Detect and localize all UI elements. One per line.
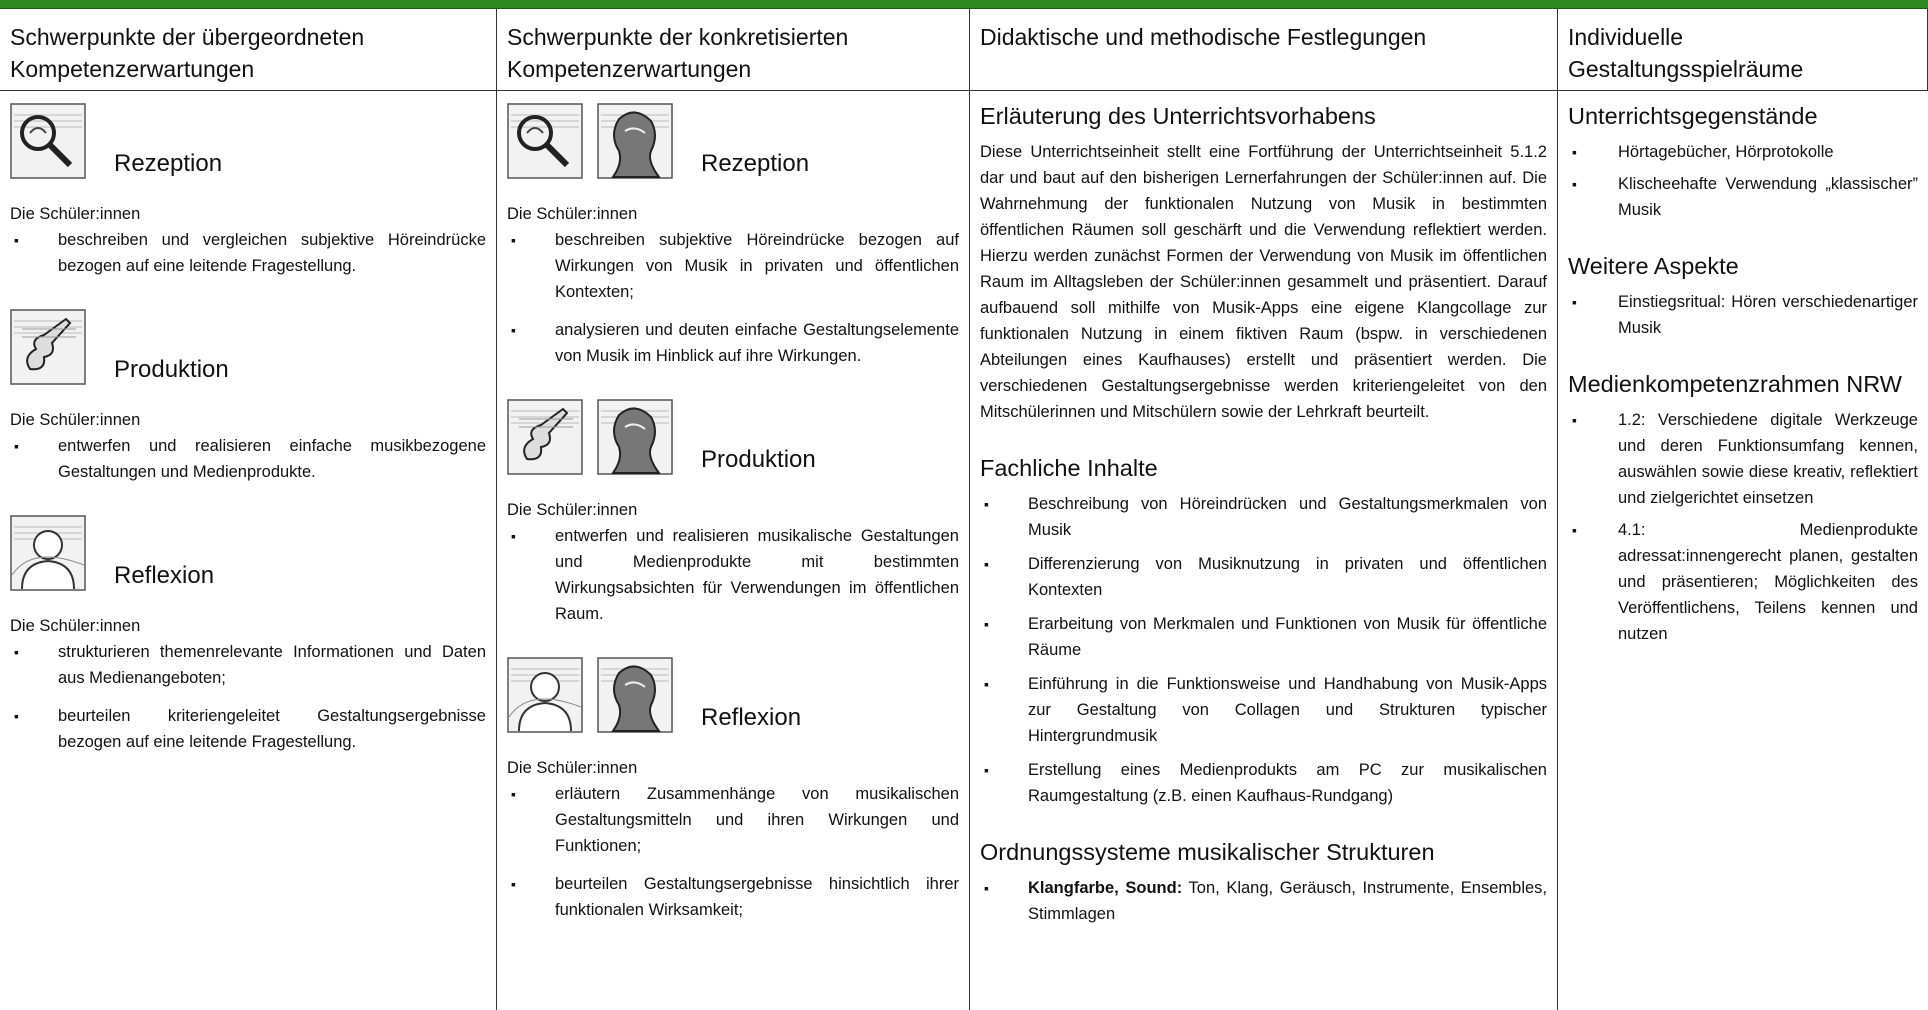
section-title: Produktion — [701, 446, 816, 473]
section-heading: Reflexion — [10, 515, 486, 591]
column-header: Schwerpunkte der konkretisierten Kompete… — [497, 9, 970, 91]
section-title: Ordnungssysteme musikalischer Strukturen — [980, 839, 1435, 865]
bullet-item: analysieren und deuten einfache Gestaltu… — [507, 317, 959, 369]
column-body: Erläuterung des Unterrichtsvorhabens Dies… — [970, 91, 1558, 1010]
section-title: Reflexion — [114, 562, 215, 589]
intro: Die Schüler:innen — [10, 617, 141, 635]
bullet-item: Differenzierung von Musiknutzung in priv… — [980, 551, 1547, 603]
section-title: Produktion — [114, 356, 229, 383]
bullet-item: Einführung in die Funktionsweise und Han… — [980, 671, 1547, 749]
bullet-item: Klangfarbe, Sound: Ton, Klang, Geräusch,… — [980, 875, 1547, 927]
competence-section: Reflexion Die Schüler:innen strukturieren … — [10, 515, 486, 755]
section-heading: Produktion — [507, 399, 959, 475]
section-title: Rezeption — [114, 150, 223, 177]
column-body: Rezeption Die Schüler:innen beschreiben su… — [497, 91, 970, 1010]
icon — [597, 103, 673, 179]
bullet-list: beschreiben subjektive Höreindrücke bezo… — [507, 227, 959, 369]
section-title: Medienkompetenzrahmen NRW — [1568, 371, 1902, 397]
paragraph: Diese Unterrichtseinheit stellt eine For… — [980, 143, 1547, 421]
bullet-item: erläutern Zusammenhänge von musikalische… — [507, 781, 959, 859]
item-label: Klangfarbe, Sound: — [1028, 879, 1183, 897]
bullet-item: 1.2: Verschiedene digitale Werkzeuge und… — [1568, 407, 1918, 511]
bullet-item: 4.1: Medienprodukte adressat:innengerech… — [1568, 517, 1918, 647]
bullet-list: strukturieren themenrelevante Informatio… — [10, 639, 486, 755]
bullet-item: beurteilen Gestaltungsergebnisse hinsich… — [507, 871, 959, 923]
section-heading: Rezeption — [10, 103, 486, 179]
bullet-item: beschreiben subjektive Höreindrücke bezo… — [507, 227, 959, 305]
bullet-list: entwerfen und realisieren einfache musik… — [10, 433, 486, 485]
icon — [507, 103, 583, 179]
competence-section: Rezeption Die Schüler:innen beschreiben un… — [10, 103, 486, 279]
section: Fachliche Inhalte Beschreibung von Hörein… — [980, 455, 1547, 809]
section: Unterrichtsgegenstände Hörtagebücher, Hör… — [1568, 103, 1918, 223]
section-heading: Reflexion — [507, 657, 959, 733]
icon — [597, 399, 673, 475]
bullet-item: strukturieren themenrelevante Informatio… — [10, 639, 486, 691]
bullet-item: entwerfen und realisieren musikalische G… — [507, 523, 959, 627]
icon — [10, 515, 86, 591]
icon — [597, 657, 673, 733]
bullet-list: entwerfen und realisieren musikalische G… — [507, 523, 959, 627]
competence-section: Rezeption Die Schüler:innen beschreiben su… — [507, 103, 959, 369]
intro: Die Schüler:innen — [507, 205, 638, 223]
section: Erläuterung des Unterrichtsvorhabens Dies… — [980, 103, 1547, 425]
header-bar — [0, 0, 1928, 9]
bullet-list: Einstiegsritual: Hören verschiedenartige… — [1568, 289, 1918, 341]
competence-section: Produktion Die Schüler:innen entwerfen und… — [10, 309, 486, 485]
section-title: Unterrichtsgegenstände — [1568, 103, 1818, 129]
bullet-item: Hörtagebücher, Hörprotokolle — [1568, 139, 1918, 165]
intro: Die Schüler:innen — [507, 501, 638, 519]
column-header: Didaktische und methodische Festlegungen — [970, 9, 1558, 91]
bullet-list: beschreiben und vergleichen subjektive H… — [10, 227, 486, 279]
bullet-item: Einstiegsritual: Hören verschiedenartige… — [1568, 289, 1918, 341]
bullet-item: Erstellung eines Medienprodukts am PC zu… — [980, 757, 1547, 809]
section: Ordnungssysteme musikalischer Strukturen… — [980, 839, 1547, 927]
bullet-item: beschreiben und vergleichen subjektive H… — [10, 227, 486, 279]
bullet-list: erläutern Zusammenhänge von musikalische… — [507, 781, 959, 923]
section-heading: Rezeption — [507, 103, 959, 179]
icon — [10, 103, 86, 179]
bullet-list: 1.2: Verschiedene digitale Werkzeuge und… — [1568, 407, 1918, 647]
bullet-item: Erarbeitung von Merkmalen und Funktionen… — [980, 611, 1547, 663]
icon — [507, 657, 583, 733]
icon — [507, 399, 583, 475]
intro: Die Schüler:innen — [10, 411, 141, 429]
intro: Die Schüler:innen — [10, 205, 141, 223]
column-header: Schwerpunkte der übergeordneten Kompeten… — [0, 9, 497, 91]
section-title: Erläuterung des Unterrichtsvorhabens — [980, 103, 1376, 129]
section-heading: Produktion — [10, 309, 486, 385]
bullet-list: Klangfarbe, Sound: Ton, Klang, Geräusch,… — [980, 875, 1547, 927]
intro: Die Schüler:innen — [507, 759, 638, 777]
column-header: Individuelle Gestaltungsspielräume — [1558, 9, 1928, 91]
section: Medienkompetenzrahmen NRW 1.2: Verschiede… — [1568, 371, 1918, 647]
section-title: Reflexion — [701, 704, 802, 731]
bullet-item: beurteilen kriteriengeleitet Gestaltungs… — [10, 703, 486, 755]
bullet-item: Klischeehafte Verwendung „klassischer” M… — [1568, 171, 1918, 223]
bullet-list: Beschreibung von Höreindrücken und Gesta… — [980, 491, 1547, 809]
column-body: Rezeption Die Schüler:innen beschreiben un… — [0, 91, 497, 1010]
item-text: Ton, Klang, Geräusch, Instrumente, Ensem… — [1028, 879, 1547, 923]
bullet-item: Beschreibung von Höreindrücken und Gesta… — [980, 491, 1547, 543]
competence-section: Produktion Die Schüler:innen entwerfen und… — [507, 399, 959, 627]
bullet-list: Hörtagebücher, Hörprotokolle Klischeehaft… — [1568, 139, 1918, 223]
column-body: Unterrichtsgegenstände Hörtagebücher, Hör… — [1558, 91, 1928, 1010]
competence-section: Reflexion Die Schüler:innen erläutern Zusa… — [507, 657, 959, 923]
icon — [10, 309, 86, 385]
bullet-item: entwerfen und realisieren einfache musik… — [10, 433, 486, 485]
section: Weitere Aspekte Einstiegsritual: Hören ve… — [1568, 253, 1918, 341]
section-title: Rezeption — [701, 150, 810, 177]
table: Schwerpunkte der übergeordneten Kompeten… — [0, 9, 1928, 1010]
section-title: Fachliche Inhalte — [980, 455, 1158, 481]
section-title: Weitere Aspekte — [1568, 253, 1739, 279]
